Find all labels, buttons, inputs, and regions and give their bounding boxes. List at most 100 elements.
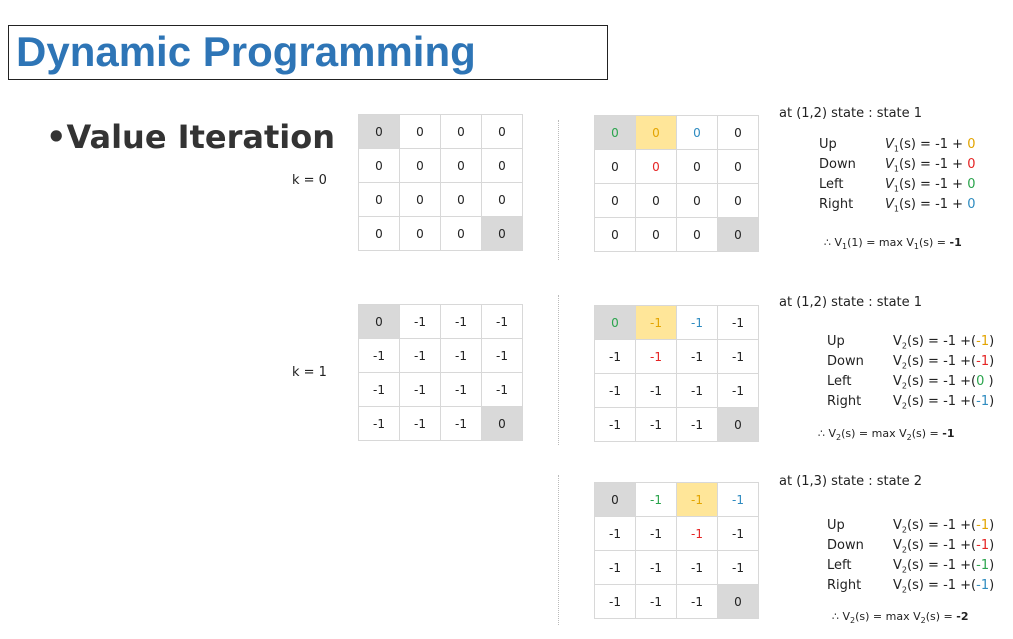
grid-cell: -1 (399, 372, 441, 407)
grid-cell: 0 (481, 148, 523, 183)
value-grid-k1: 0 -1 -1 -1 -1 -1 -1 -1 -1 -1 -1 -1 -1 -1 -1 0 (358, 304, 523, 441)
equation-list-3: Up V2(s) = -1 +(-1) Down V2(s) = -1 +(-1) … (827, 516, 1007, 596)
grid-cell: -1 (635, 550, 677, 585)
grid-cell: -1 (358, 406, 400, 441)
grid-cell: -1 (594, 339, 636, 374)
divider-line (558, 120, 559, 260)
grid-cell: 0 (440, 216, 482, 251)
neighbor-value: -1 (976, 394, 990, 409)
conclusion-3: ∴ V2(s) = max V2(s) = -2 (832, 610, 969, 626)
grid-cell: 0 (717, 407, 759, 442)
grid-cell: -1 (676, 550, 718, 585)
equation-row: Up V2(s) = -1 +(-1) (827, 518, 995, 535)
neighbor-value: 0 (976, 374, 985, 389)
equation-row: Right V2(s) = -1 +(-1) (827, 394, 995, 411)
section-heading: •Value Iteration (46, 118, 335, 156)
grid-cell: -1 (440, 372, 482, 407)
grid-cell: 0 (358, 216, 400, 251)
k-label-0: k = 0 (292, 173, 327, 188)
grid-cell: 0 (440, 114, 482, 149)
equation-list-2: Up V2(s) = -1 +(-1) Down V2(s) = -1 +(-1) … (827, 332, 1007, 412)
neighbor-value: -1 (976, 518, 990, 533)
grid-cell: -1 (635, 584, 677, 619)
neighbor-value: 0 (967, 137, 976, 152)
direction-label: Up (827, 334, 845, 349)
title-box (8, 25, 608, 80)
grid-cell: 0 (358, 304, 400, 339)
grid-cell: -1 (358, 372, 400, 407)
direction-label: Right (827, 394, 862, 409)
grid-cell-current: 0 (635, 115, 677, 150)
neighbor-value: -1 (976, 354, 990, 369)
grid-cell: 0 (717, 115, 759, 150)
neighbor-value: -1 (976, 538, 990, 553)
equation-row: Right V1(s) = -1 + 0 (819, 197, 976, 214)
grid-cell: -1 (676, 516, 718, 551)
divider-line (558, 475, 559, 625)
grid-cell: 0 (481, 406, 523, 441)
grid-cell: -1 (440, 406, 482, 441)
neighbor-value: -1 (976, 334, 990, 349)
grid-cell: -1 (676, 373, 718, 408)
grid-cell-current: -1 (676, 482, 718, 517)
grid-cell: 0 (399, 148, 441, 183)
grid-cell: -1 (594, 373, 636, 408)
neighbor-value: -1 (976, 558, 990, 573)
grid-cell: -1 (481, 372, 523, 407)
grid-cell: 0 (399, 114, 441, 149)
page-title: Dynamic Programming (16, 28, 476, 75)
grid-cell: 0 (676, 149, 718, 184)
grid-cell: -1 (635, 516, 677, 551)
grid-cell: -1 (399, 304, 441, 339)
grid-cell: 0 (717, 584, 759, 619)
grid-cell: -1 (717, 516, 759, 551)
grid-cell: -1 (717, 373, 759, 408)
panel-header-2: at (1,2) state : state 1 (779, 295, 923, 310)
grid-cell: 0 (594, 115, 636, 150)
equation-row: Down V2(s) = -1 +(-1) (827, 538, 995, 555)
value-grid-state2-k1: 0 -1 -1 -1 -1 -1 -1 -1 -1 -1 -1 -1 -1 -1 -1 0 (594, 482, 759, 619)
grid-cell: 0 (594, 149, 636, 184)
grid-cell: 0 (594, 183, 636, 218)
grid-cell: -1 (717, 482, 759, 517)
grid-cell: 0 (594, 305, 636, 340)
grid-cell: -1 (594, 407, 636, 442)
direction-label: Left (827, 558, 852, 573)
grid-cell: 0 (440, 182, 482, 217)
grid-cell: -1 (358, 338, 400, 373)
grid-cell: -1 (481, 304, 523, 339)
direction-label: Down (819, 157, 856, 172)
direction-label: Left (827, 374, 852, 389)
grid-cell: 0 (358, 114, 400, 149)
grid-cell: 0 (440, 148, 482, 183)
direction-label: Up (819, 137, 837, 152)
grid-cell: -1 (635, 407, 677, 442)
equation-row: Up V2(s) = -1 +(-1) (827, 334, 995, 351)
conclusion-2: ∴ V2(s) = max V2(s) = -1 (818, 427, 955, 443)
grid-cell: 0 (635, 217, 677, 252)
grid-cell: 0 (635, 149, 677, 184)
grid-cell: -1 (717, 305, 759, 340)
grid-cell: -1 (399, 406, 441, 441)
direction-label: Left (819, 177, 844, 192)
neighbor-value: 0 (967, 177, 976, 192)
grid-cell: -1 (635, 482, 677, 517)
equation-list-1: Up V1(s) = -1 + 0 Down V1(s) = -1 + 0 Left… (819, 135, 999, 215)
grid-cell: 0 (481, 216, 523, 251)
grid-cell: -1 (594, 550, 636, 585)
grid-cell: -1 (635, 373, 677, 408)
grid-cell: 0 (635, 183, 677, 218)
grid-cell: -1 (399, 338, 441, 373)
grid-cell: -1 (717, 550, 759, 585)
divider-line (558, 295, 559, 445)
neighbor-value: 0 (967, 157, 976, 172)
k-label-1: k = 1 (292, 365, 327, 380)
equation-row: Down V2(s) = -1 +(-1) (827, 354, 995, 371)
grid-cell: -1 (440, 338, 482, 373)
grid-cell: -1 (594, 516, 636, 551)
direction-label: Down (827, 354, 864, 369)
grid-cell: -1 (676, 584, 718, 619)
panel-header-3: at (1,3) state : state 2 (779, 474, 923, 489)
